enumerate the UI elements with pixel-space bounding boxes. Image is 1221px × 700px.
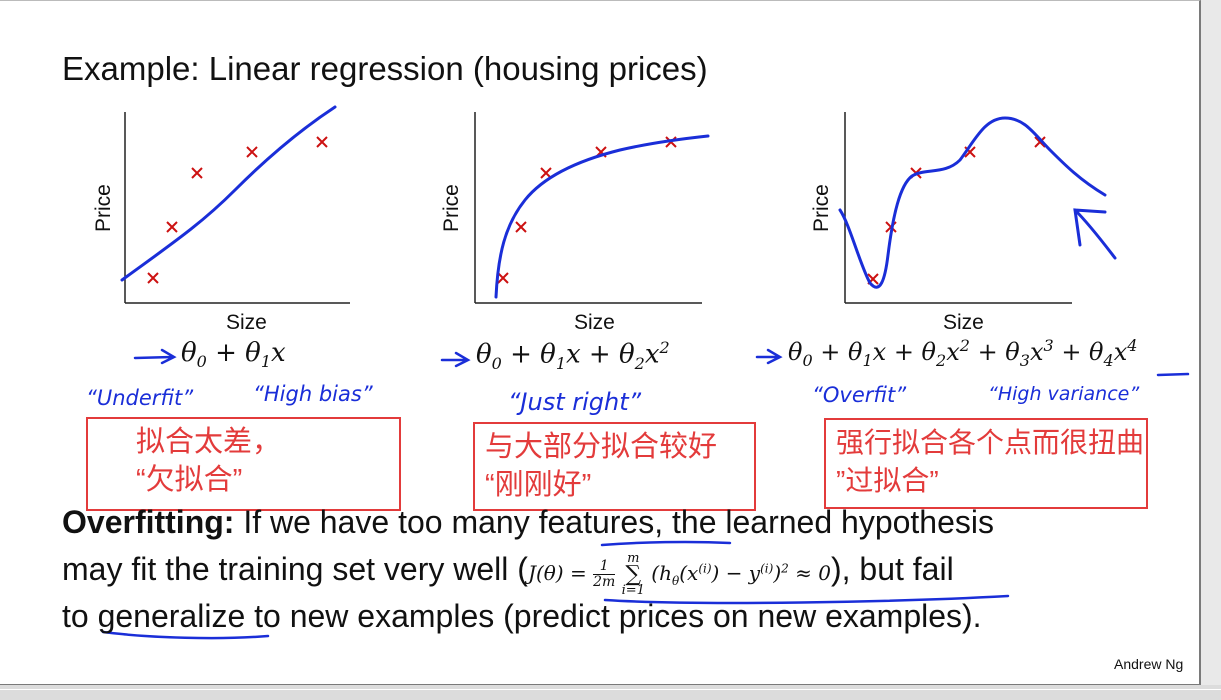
underline-features — [600, 540, 732, 547]
fit-curves — [120, 105, 1117, 299]
hypothesis-quartic: θ0 + θ1x + θ2x2 + θ3x3 + θ4x4 — [788, 336, 1138, 370]
overfitting-term: Overfitting: — [62, 504, 235, 540]
plot-2-xlabel: Size — [574, 311, 615, 334]
note-overfit: “Overfit” — [812, 383, 907, 407]
cn-note-overfit: 强行拟合各个点而很扭曲 ”过拟合” — [824, 418, 1148, 509]
cn-note-just-right: 与大部分拟合较好 “刚刚好” — [473, 422, 756, 511]
overfitting-line-1: Overfitting: If we have too many feature… — [62, 504, 994, 541]
plot-1-fit-line — [120, 105, 337, 282]
plot-3-ylabel: Price — [810, 184, 833, 232]
plot-3-axes — [844, 112, 1072, 304]
point-1 — [497, 272, 509, 284]
underline-generalize — [101, 630, 270, 640]
author-credit: Andrew Ng — [1114, 656, 1184, 672]
ink-underlines — [101, 372, 1190, 640]
note-underfit: “Underfit” — [86, 386, 194, 410]
plot-3-xlabel: Size — [943, 311, 984, 334]
point-2 — [166, 221, 178, 233]
formula-arrows — [133, 348, 783, 368]
plot-1-xlabel: Size — [226, 311, 267, 334]
plot-3-arrow — [1073, 208, 1117, 260]
plot-2-axes — [474, 112, 702, 304]
plot-2-ylabel: Price — [440, 184, 463, 232]
plot-2-fit-curve — [494, 134, 710, 299]
slide-frame — [0, 0, 1201, 686]
point-1 — [147, 272, 159, 284]
point-5 — [1034, 136, 1046, 148]
arrow-2 — [440, 351, 471, 368]
plot-1-points — [147, 136, 328, 284]
arrow-3 — [755, 348, 783, 365]
slide-title: Example: Linear regression (housing pric… — [62, 50, 708, 87]
hypothesis-linear: θ0 + θ1x — [181, 338, 286, 372]
overfitting-line-2-end: ), but fail — [830, 551, 954, 587]
point-5 — [316, 136, 328, 148]
overfitting-line-2-start: may fit the training set very well ( — [62, 551, 528, 587]
overfitting-line-1-rest: If we have too many features, the learne… — [234, 504, 994, 540]
bottom-gutter — [0, 685, 1221, 700]
arrow-1 — [133, 348, 177, 365]
cost-function: J(θ) = 1 2m m ∑ i=1 (hθ(x(i)) − y(i))2 ≈ 0 — [527, 550, 831, 598]
point-2 — [515, 221, 527, 233]
overfitting-line-2: may fit the training set very well (J(θ)… — [62, 551, 954, 597]
note-just-right: “Just right” — [508, 388, 642, 416]
plot-3-fit-curve — [838, 116, 1107, 289]
point-3 — [191, 167, 203, 179]
bottom-gutter-line — [0, 689, 1221, 690]
note-high-variance: “High variance” — [988, 383, 1140, 405]
underline-cost — [603, 594, 1010, 605]
window-scroll-gutter — [1201, 0, 1221, 700]
overfitting-line-3: to generalize to new examples (predict p… — [62, 598, 982, 634]
plot-1-axes — [124, 112, 350, 304]
underline-high-variance — [1156, 372, 1190, 377]
hypothesis-quadratic: θ0 + θ1x + θ2x2 — [476, 338, 670, 373]
point-3 — [540, 167, 552, 179]
point-4 — [246, 146, 258, 158]
cn-note-underfit: 拟合太差， “欠拟合” — [86, 417, 401, 511]
plot-1-ylabel: Price — [92, 184, 115, 232]
note-high-bias: “High bias” — [253, 382, 373, 406]
